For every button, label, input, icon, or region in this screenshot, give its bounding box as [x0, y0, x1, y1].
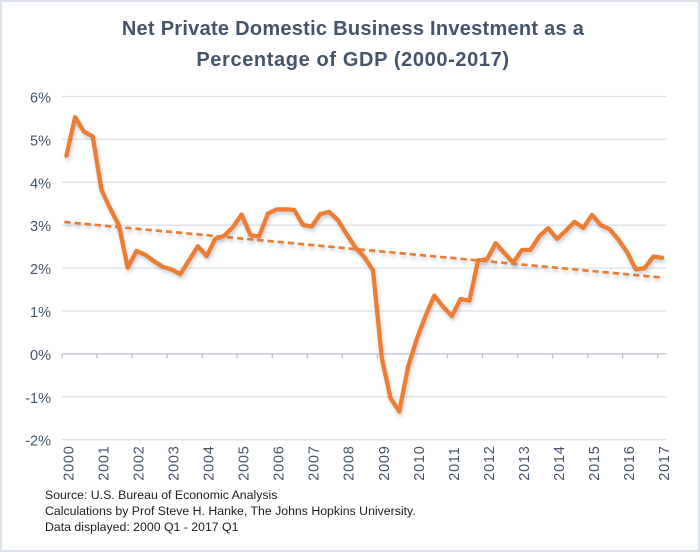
svg-text:2002: 2002 [132, 445, 148, 480]
svg-text:2011: 2011 [447, 446, 463, 480]
svg-text:2001: 2001 [96, 445, 112, 480]
svg-text:2013: 2013 [517, 445, 533, 480]
svg-text:2007: 2007 [307, 445, 323, 480]
svg-text:3%: 3% [30, 219, 51, 235]
svg-text:2006: 2006 [272, 445, 288, 480]
svg-text:4%: 4% [30, 176, 51, 192]
svg-text:6%: 6% [30, 91, 51, 107]
svg-text:2000: 2000 [61, 445, 77, 480]
svg-text:2008: 2008 [342, 445, 358, 480]
svg-text:2014: 2014 [552, 445, 568, 480]
svg-text:2005: 2005 [237, 445, 253, 480]
svg-text:2017: 2017 [657, 445, 673, 480]
svg-text:2%: 2% [30, 262, 51, 278]
svg-text:2010: 2010 [412, 445, 428, 480]
svg-text:2015: 2015 [587, 445, 603, 480]
svg-text:2003: 2003 [167, 445, 183, 480]
svg-text:-2%: -2% [25, 434, 51, 450]
svg-text:2016: 2016 [622, 445, 638, 480]
svg-text:2004: 2004 [202, 445, 218, 480]
svg-text:0%: 0% [30, 348, 51, 364]
svg-text:2009: 2009 [377, 445, 393, 480]
svg-text:1%: 1% [30, 305, 51, 321]
svg-text:-1%: -1% [25, 391, 51, 407]
svg-text:2012: 2012 [482, 445, 498, 480]
svg-text:5%: 5% [30, 133, 51, 149]
